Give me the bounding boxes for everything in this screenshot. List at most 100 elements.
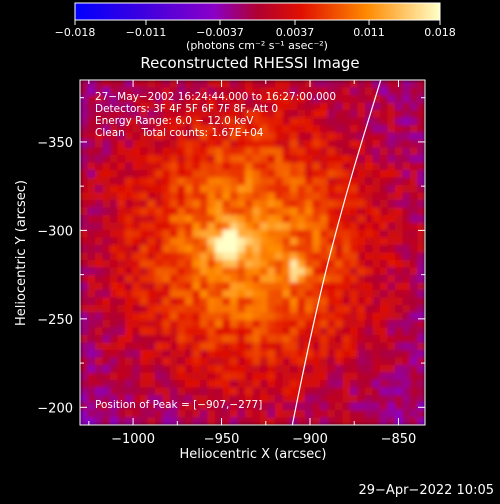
heatmap-cell [117,140,126,149]
heatmap-cell [140,305,149,314]
heatmap-cell [417,192,425,201]
heatmap-cell [185,275,194,284]
heatmap-cell [267,410,276,419]
heatmap-cell [282,275,291,284]
heatmap-cell [350,365,359,374]
heatmap-cell [312,327,321,336]
heatmap-cell [252,402,261,411]
heatmap-cell [80,372,89,381]
heatmap-cell [305,395,314,404]
heatmap-cell [215,282,224,291]
heatmap-cell [365,402,374,411]
heatmap-cell [260,237,269,246]
heatmap-cell [95,95,104,104]
heatmap-cell [335,305,344,314]
heatmap-cell [215,297,224,306]
heatmap-cell [125,80,134,89]
heatmap-cell [230,357,239,366]
heatmap-cell [350,147,359,156]
heatmap-cell [177,185,186,194]
heatmap-cell [275,230,284,239]
heatmap-cell [275,342,284,351]
heatmap-cell [395,297,404,306]
heatmap-cell [245,252,254,261]
heatmap-cell [260,365,269,374]
heatmap-cell [102,245,111,254]
heatmap-cell [102,410,111,419]
heatmap-cell [290,327,299,336]
heatmap-cell [87,110,96,119]
heatmap-cell [282,357,291,366]
heatmap-cell [207,140,216,149]
heatmap-cell [267,102,276,111]
heatmap-cell [387,110,396,119]
heatmap-cell [335,110,344,119]
heatmap-cell [155,230,164,239]
heatmap-cell [207,162,216,171]
heatmap-cell [162,110,171,119]
heatmap-cell [177,357,186,366]
heatmap-cell [402,312,411,321]
heatmap-cell [230,387,239,396]
heatmap-cell [207,132,216,141]
heatmap-cell [410,125,419,134]
heatmap-cell [290,260,299,269]
heatmap-cell [395,170,404,179]
heatmap-cell [125,110,134,119]
heatmap-cell [147,252,156,261]
heatmap-cell [305,402,314,411]
heatmap-cell [237,245,246,254]
heatmap-cell [140,177,149,186]
heatmap-cell [87,320,96,329]
heatmap-cell [177,162,186,171]
heatmap-cell [372,312,381,321]
heatmap-cell [117,282,126,291]
heatmap-cell [132,110,141,119]
heatmap-cell [215,132,224,141]
heatmap-cell [297,162,306,171]
heatmap-cell [117,162,126,171]
heatmap-cell [410,380,419,389]
heatmap-cell [192,162,201,171]
heatmap-cell [140,260,149,269]
heatmap-cell [320,297,329,306]
heatmap-cell [305,200,314,209]
heatmap-cell [140,380,149,389]
heatmap-cell [237,327,246,336]
heatmap-cell [170,402,179,411]
heatmap-cell [207,237,216,246]
heatmap-cell [297,252,306,261]
heatmap-cell [342,290,351,299]
heatmap-cell [95,80,104,89]
heatmap-cell [290,95,299,104]
heatmap-cell [342,185,351,194]
heatmap-cell [350,350,359,359]
heatmap-cell [290,350,299,359]
heatmap-cell [297,102,306,111]
heatmap-cell [267,282,276,291]
heatmap-cell [342,117,351,126]
heatmap-cell [372,305,381,314]
heatmap-cell [387,372,396,381]
heatmap-cell [87,200,96,209]
heatmap-cell [365,312,374,321]
heatmap-cell [222,162,231,171]
heatmap-cell [222,110,231,119]
heatmap-cell [207,387,216,396]
heatmap-cell [177,297,186,306]
heatmap-cell [380,102,389,111]
heatmap-cell [87,170,96,179]
heatmap-cell [125,320,134,329]
heatmap-cell [207,402,216,411]
heatmap-cell [110,87,119,96]
heatmap-cell [305,102,314,111]
heatmap-cell [410,192,419,201]
heatmap-cell [402,170,411,179]
heatmap-cell [312,312,321,321]
heatmap-cell [125,342,134,351]
heatmap-cell [110,282,119,291]
heatmap-cell [230,222,239,231]
heatmap-cell [162,245,171,254]
heatmap-cell [395,155,404,164]
heatmap-cell [350,275,359,284]
